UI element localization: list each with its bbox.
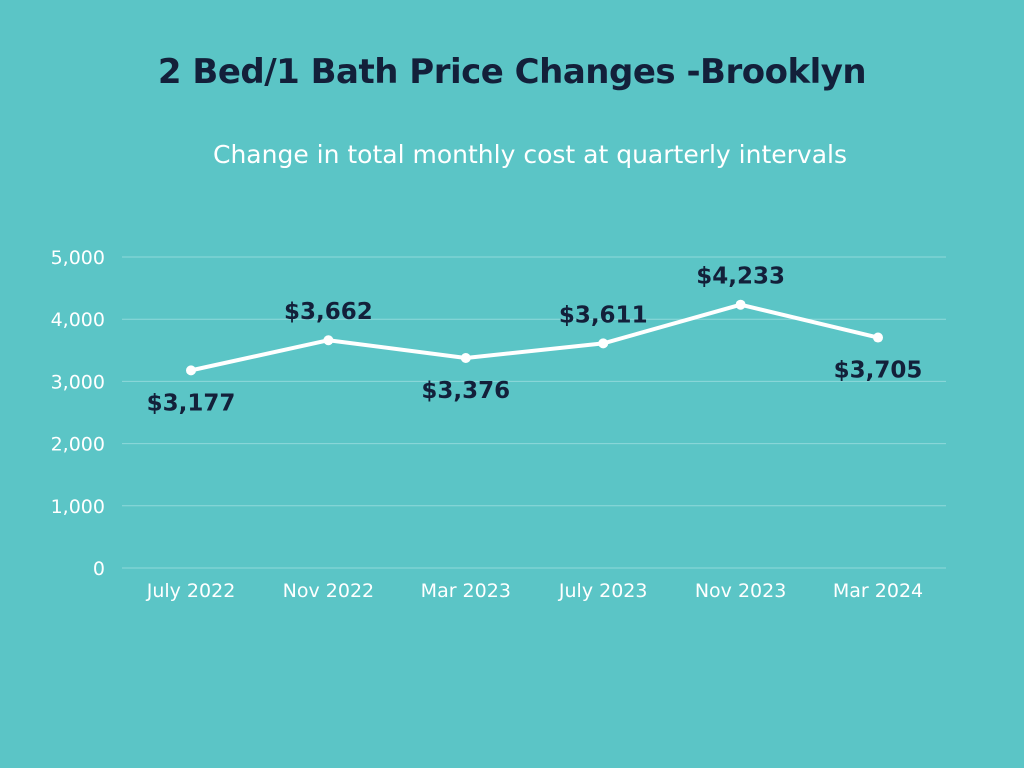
y-tick-label: 2,000 [51,434,105,456]
x-tick-label: July 2023 [558,580,648,602]
series-layer [186,299,883,376]
data-point [598,338,609,349]
data-point [460,353,471,364]
data-label: $3,177 [147,390,236,416]
y-tick-label: 0 [93,558,105,580]
x-axis-ticks: July 2022 Nov 2022 Mar 2023 July 2023 Nov 20… [146,580,923,602]
x-tick-label: Nov 2023 [695,580,786,602]
data-label-layer: $3,177 $3,662 $3,376 $3,611 $4,233 $3,705 [147,264,923,417]
data-label: $3,376 [421,378,510,404]
y-tick-label: 5,000 [51,247,105,269]
chart-subtitle: Change in total monthly cost at quarterl… [212,140,848,169]
data-point [323,335,334,346]
x-tick-label: July 2022 [146,580,236,602]
series-line [189,302,880,373]
grid-layer [122,256,946,569]
x-tick-label: Nov 2022 [283,580,374,602]
data-label: $4,233 [696,264,785,290]
chart-title: 2 Bed/1 Bath Price Changes -Brooklyn [157,52,867,92]
data-label: $3,662 [284,299,373,325]
x-tick-label: Mar 2024 [833,580,923,602]
data-point [186,365,196,376]
y-tick-label: 3,000 [51,371,105,393]
y-axis-ticks: 0 1,000 2,000 3,000 4,000 5,000 [51,247,105,580]
y-tick-label: 1,000 [51,496,105,518]
data-point [873,332,883,343]
data-label: $3,705 [834,358,923,384]
data-point [735,299,746,310]
data-label: $3,611 [559,302,648,328]
x-tick-label: Mar 2023 [421,580,511,602]
y-tick-label: 4,000 [51,309,105,331]
